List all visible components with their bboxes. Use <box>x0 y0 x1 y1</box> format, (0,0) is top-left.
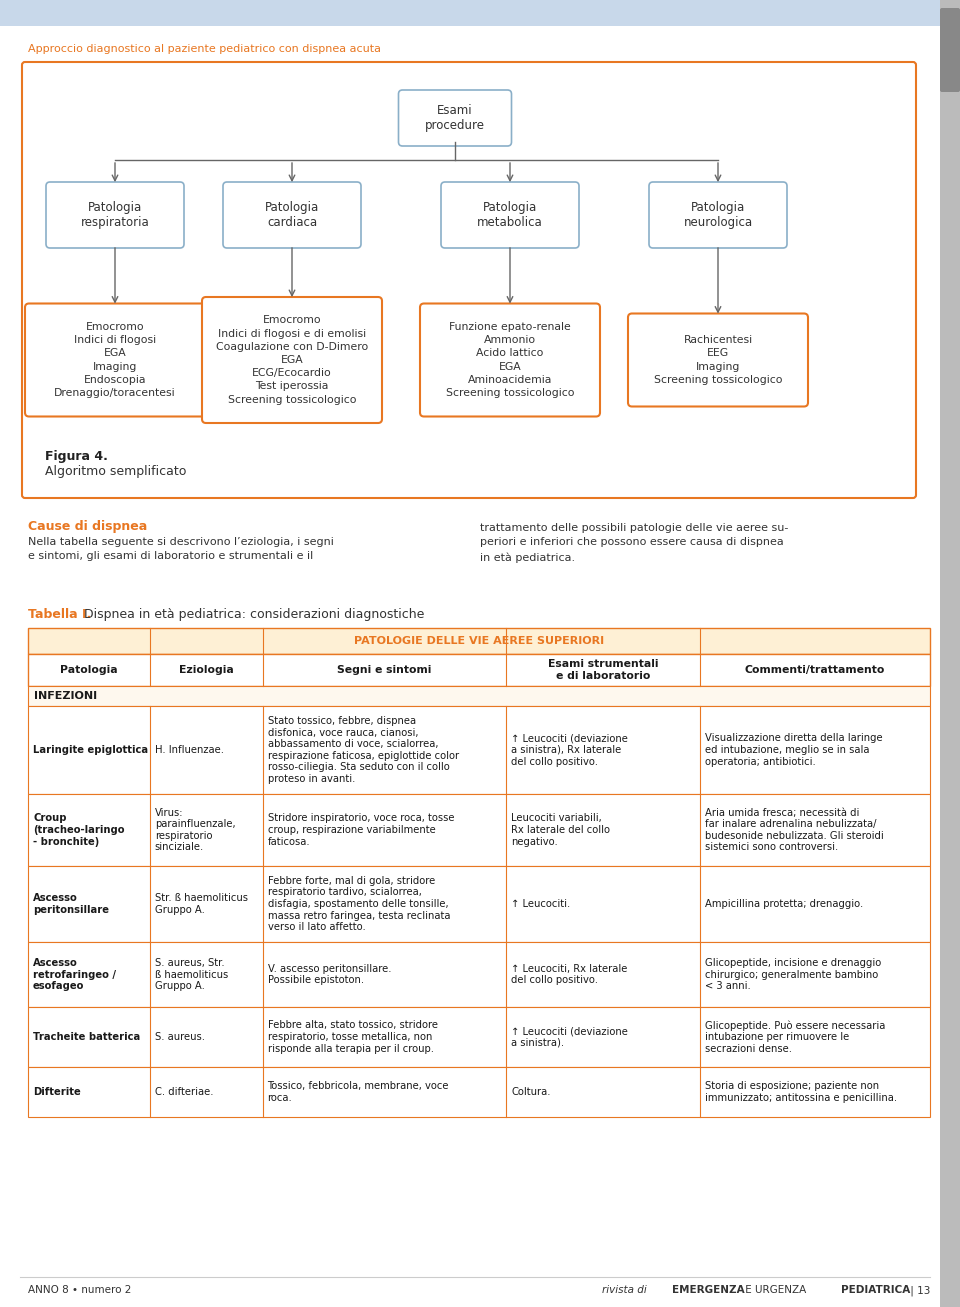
Text: C. difteriae.: C. difteriae. <box>155 1087 213 1097</box>
Text: Difterite: Difterite <box>33 1087 81 1097</box>
Text: Laringite epiglottica: Laringite epiglottica <box>33 745 148 755</box>
Text: H. Influenzae.: H. Influenzae. <box>155 745 224 755</box>
FancyBboxPatch shape <box>398 90 512 146</box>
Text: Febbre forte, mal di gola, stridore
respiratorio tardivo, scialorrea,
disfagia, : Febbre forte, mal di gola, stridore resp… <box>268 876 450 932</box>
Text: Visualizzazione diretta della laringe
ed intubazione, meglio se in sala
operator: Visualizzazione diretta della laringe ed… <box>705 733 882 767</box>
Text: Storia di esposizione; paziente non
immunizzato; antitossina e penicillina.: Storia di esposizione; paziente non immu… <box>705 1081 897 1103</box>
FancyBboxPatch shape <box>28 1006 930 1067</box>
Text: S. aureus, Str.
ß haemoliticus
Gruppo A.: S. aureus, Str. ß haemoliticus Gruppo A. <box>155 958 228 991</box>
Text: Algoritmo semplificato: Algoritmo semplificato <box>45 465 186 478</box>
Text: Glicopeptide, incisione e drenaggio
chirurgico; generalmente bambino
< 3 anni.: Glicopeptide, incisione e drenaggio chir… <box>705 958 881 991</box>
Text: ↑ Leucociti, Rx laterale
del collo positivo.: ↑ Leucociti, Rx laterale del collo posit… <box>511 963 628 985</box>
FancyBboxPatch shape <box>28 942 930 1006</box>
Text: ↑ Leucociti (deviazione
a sinistra).: ↑ Leucociti (deviazione a sinistra). <box>511 1026 628 1048</box>
Text: E URGENZA: E URGENZA <box>742 1285 810 1295</box>
Text: Commenti/trattamento: Commenti/trattamento <box>745 665 885 674</box>
Text: Esami strumentali
e di laboratorio: Esami strumentali e di laboratorio <box>548 659 659 681</box>
Text: Nella tabella seguente si descrivono l’eziologia, i segni
e sintomi, gli esami d: Nella tabella seguente si descrivono l’e… <box>28 537 334 562</box>
Text: Segni e sintomi: Segni e sintomi <box>337 665 431 674</box>
FancyBboxPatch shape <box>28 793 930 867</box>
Text: PATOLOGIE DELLE VIE AEREE SUPERIORI: PATOLOGIE DELLE VIE AEREE SUPERIORI <box>354 637 604 646</box>
Text: Patologia
cardiaca: Patologia cardiaca <box>265 201 319 229</box>
Text: Ascesso
retrofaringeo /
esofageo: Ascesso retrofaringeo / esofageo <box>33 958 116 991</box>
FancyBboxPatch shape <box>0 0 940 26</box>
Text: Tossico, febbricola, membrane, voce
roca.: Tossico, febbricola, membrane, voce roca… <box>268 1081 449 1103</box>
Text: INFEZIONI: INFEZIONI <box>34 691 97 701</box>
Text: PEDIATRICA: PEDIATRICA <box>841 1285 910 1295</box>
Text: Funzione epato-renale
Ammonio
Acido lattico
EGA
Aminoacidemia
Screening tossicol: Funzione epato-renale Ammonio Acido latt… <box>445 322 574 399</box>
Text: Coltura.: Coltura. <box>511 1087 550 1097</box>
Text: S. aureus.: S. aureus. <box>155 1033 204 1042</box>
Text: Tabella I.: Tabella I. <box>28 608 91 621</box>
Text: Ampicillina protetta; drenaggio.: Ampicillina protetta; drenaggio. <box>705 899 863 908</box>
Text: trattamento delle possibili patologie delle vie aeree su-
periori e inferiori ch: trattamento delle possibili patologie de… <box>480 523 788 562</box>
Text: Dispnea in età pediatrica: considerazioni diagnostiche: Dispnea in età pediatrica: considerazion… <box>80 608 424 621</box>
FancyBboxPatch shape <box>46 182 184 248</box>
Text: Leucociti variabili,
Rx laterale del collo
negativo.: Leucociti variabili, Rx laterale del col… <box>511 813 610 847</box>
FancyBboxPatch shape <box>28 654 930 686</box>
Text: Patologia: Patologia <box>60 665 118 674</box>
Text: Aria umida fresca; necessità di
far inalare adrenalina nebulizzata/
budesonide n: Aria umida fresca; necessità di far inal… <box>705 808 884 852</box>
Text: ↑ Leucociti (deviazione
a sinistra), Rx laterale
del collo positivo.: ↑ Leucociti (deviazione a sinistra), Rx … <box>511 733 628 767</box>
Text: Figura 4.: Figura 4. <box>45 450 108 463</box>
Text: ANNO 8 • numero 2: ANNO 8 • numero 2 <box>28 1285 132 1295</box>
Text: Patologia
metabolica: Patologia metabolica <box>477 201 542 229</box>
FancyBboxPatch shape <box>420 303 600 417</box>
Text: Rachicentesi
EEG
Imaging
Screening tossicologico: Rachicentesi EEG Imaging Screening tossi… <box>654 335 782 384</box>
Text: Esami
procedure: Esami procedure <box>425 105 485 132</box>
FancyBboxPatch shape <box>25 303 205 417</box>
FancyBboxPatch shape <box>28 1067 930 1117</box>
FancyBboxPatch shape <box>940 8 960 91</box>
Text: Str. ß haemoliticus
Gruppo A.: Str. ß haemoliticus Gruppo A. <box>155 893 248 915</box>
Text: Eziologia: Eziologia <box>179 665 233 674</box>
Text: Emocromo
Indici di flogosi
EGA
Imaging
Endoscopia
Drenaggio/toracentesi: Emocromo Indici di flogosi EGA Imaging E… <box>54 322 176 399</box>
Text: Virus:
parainfluenzale,
respiratorio
sinciziale.: Virus: parainfluenzale, respiratorio sin… <box>155 808 235 852</box>
Text: Croup
(tracheo-laringo
- bronchite): Croup (tracheo-laringo - bronchite) <box>33 813 125 847</box>
Text: Emocromo
Indici di flogosi e di emolisi
Coagulazione con D-Dimero
EGA
ECG/Ecocar: Emocromo Indici di flogosi e di emolisi … <box>216 315 368 405</box>
Text: Stato tossico, febbre, dispnea
disfonica, voce rauca, cianosi,
abbassamento di v: Stato tossico, febbre, dispnea disfonica… <box>268 716 459 784</box>
Text: V. ascesso peritonsillare.
Possibile epistoton.: V. ascesso peritonsillare. Possibile epi… <box>268 963 391 985</box>
Text: Ascesso
peritonsillare: Ascesso peritonsillare <box>33 893 109 915</box>
Text: | 13: | 13 <box>906 1285 930 1295</box>
FancyBboxPatch shape <box>28 867 930 942</box>
Text: Patologia
respiratoria: Patologia respiratoria <box>81 201 150 229</box>
Text: rivista di: rivista di <box>602 1285 650 1295</box>
FancyBboxPatch shape <box>441 182 579 248</box>
Text: Glicopeptide. Può essere necessaria
intubazione per rimuovere le
secrazioni dens: Glicopeptide. Può essere necessaria intu… <box>705 1021 885 1053</box>
FancyBboxPatch shape <box>649 182 787 248</box>
FancyBboxPatch shape <box>28 686 930 706</box>
Text: Febbre alta, stato tossico, stridore
respiratorio, tosse metallica, non
risponde: Febbre alta, stato tossico, stridore res… <box>268 1021 438 1053</box>
Text: Stridore inspiratorio, voce roca, tosse
croup, respirazione variabilmente
fatico: Stridore inspiratorio, voce roca, tosse … <box>268 813 454 847</box>
FancyBboxPatch shape <box>28 706 930 793</box>
FancyBboxPatch shape <box>202 297 382 423</box>
FancyBboxPatch shape <box>22 61 916 498</box>
Text: Cause di dispnea: Cause di dispnea <box>28 520 147 533</box>
Text: ↑ Leucociti.: ↑ Leucociti. <box>511 899 570 908</box>
FancyBboxPatch shape <box>223 182 361 248</box>
FancyBboxPatch shape <box>940 0 960 1307</box>
FancyBboxPatch shape <box>628 314 808 406</box>
Text: EMERGENZA: EMERGENZA <box>672 1285 745 1295</box>
FancyBboxPatch shape <box>28 627 930 654</box>
Text: Approccio diagnostico al paziente pediatrico con dispnea acuta: Approccio diagnostico al paziente pediat… <box>28 44 381 54</box>
Text: Patologia
neurologica: Patologia neurologica <box>684 201 753 229</box>
Text: Tracheite batterica: Tracheite batterica <box>33 1033 140 1042</box>
